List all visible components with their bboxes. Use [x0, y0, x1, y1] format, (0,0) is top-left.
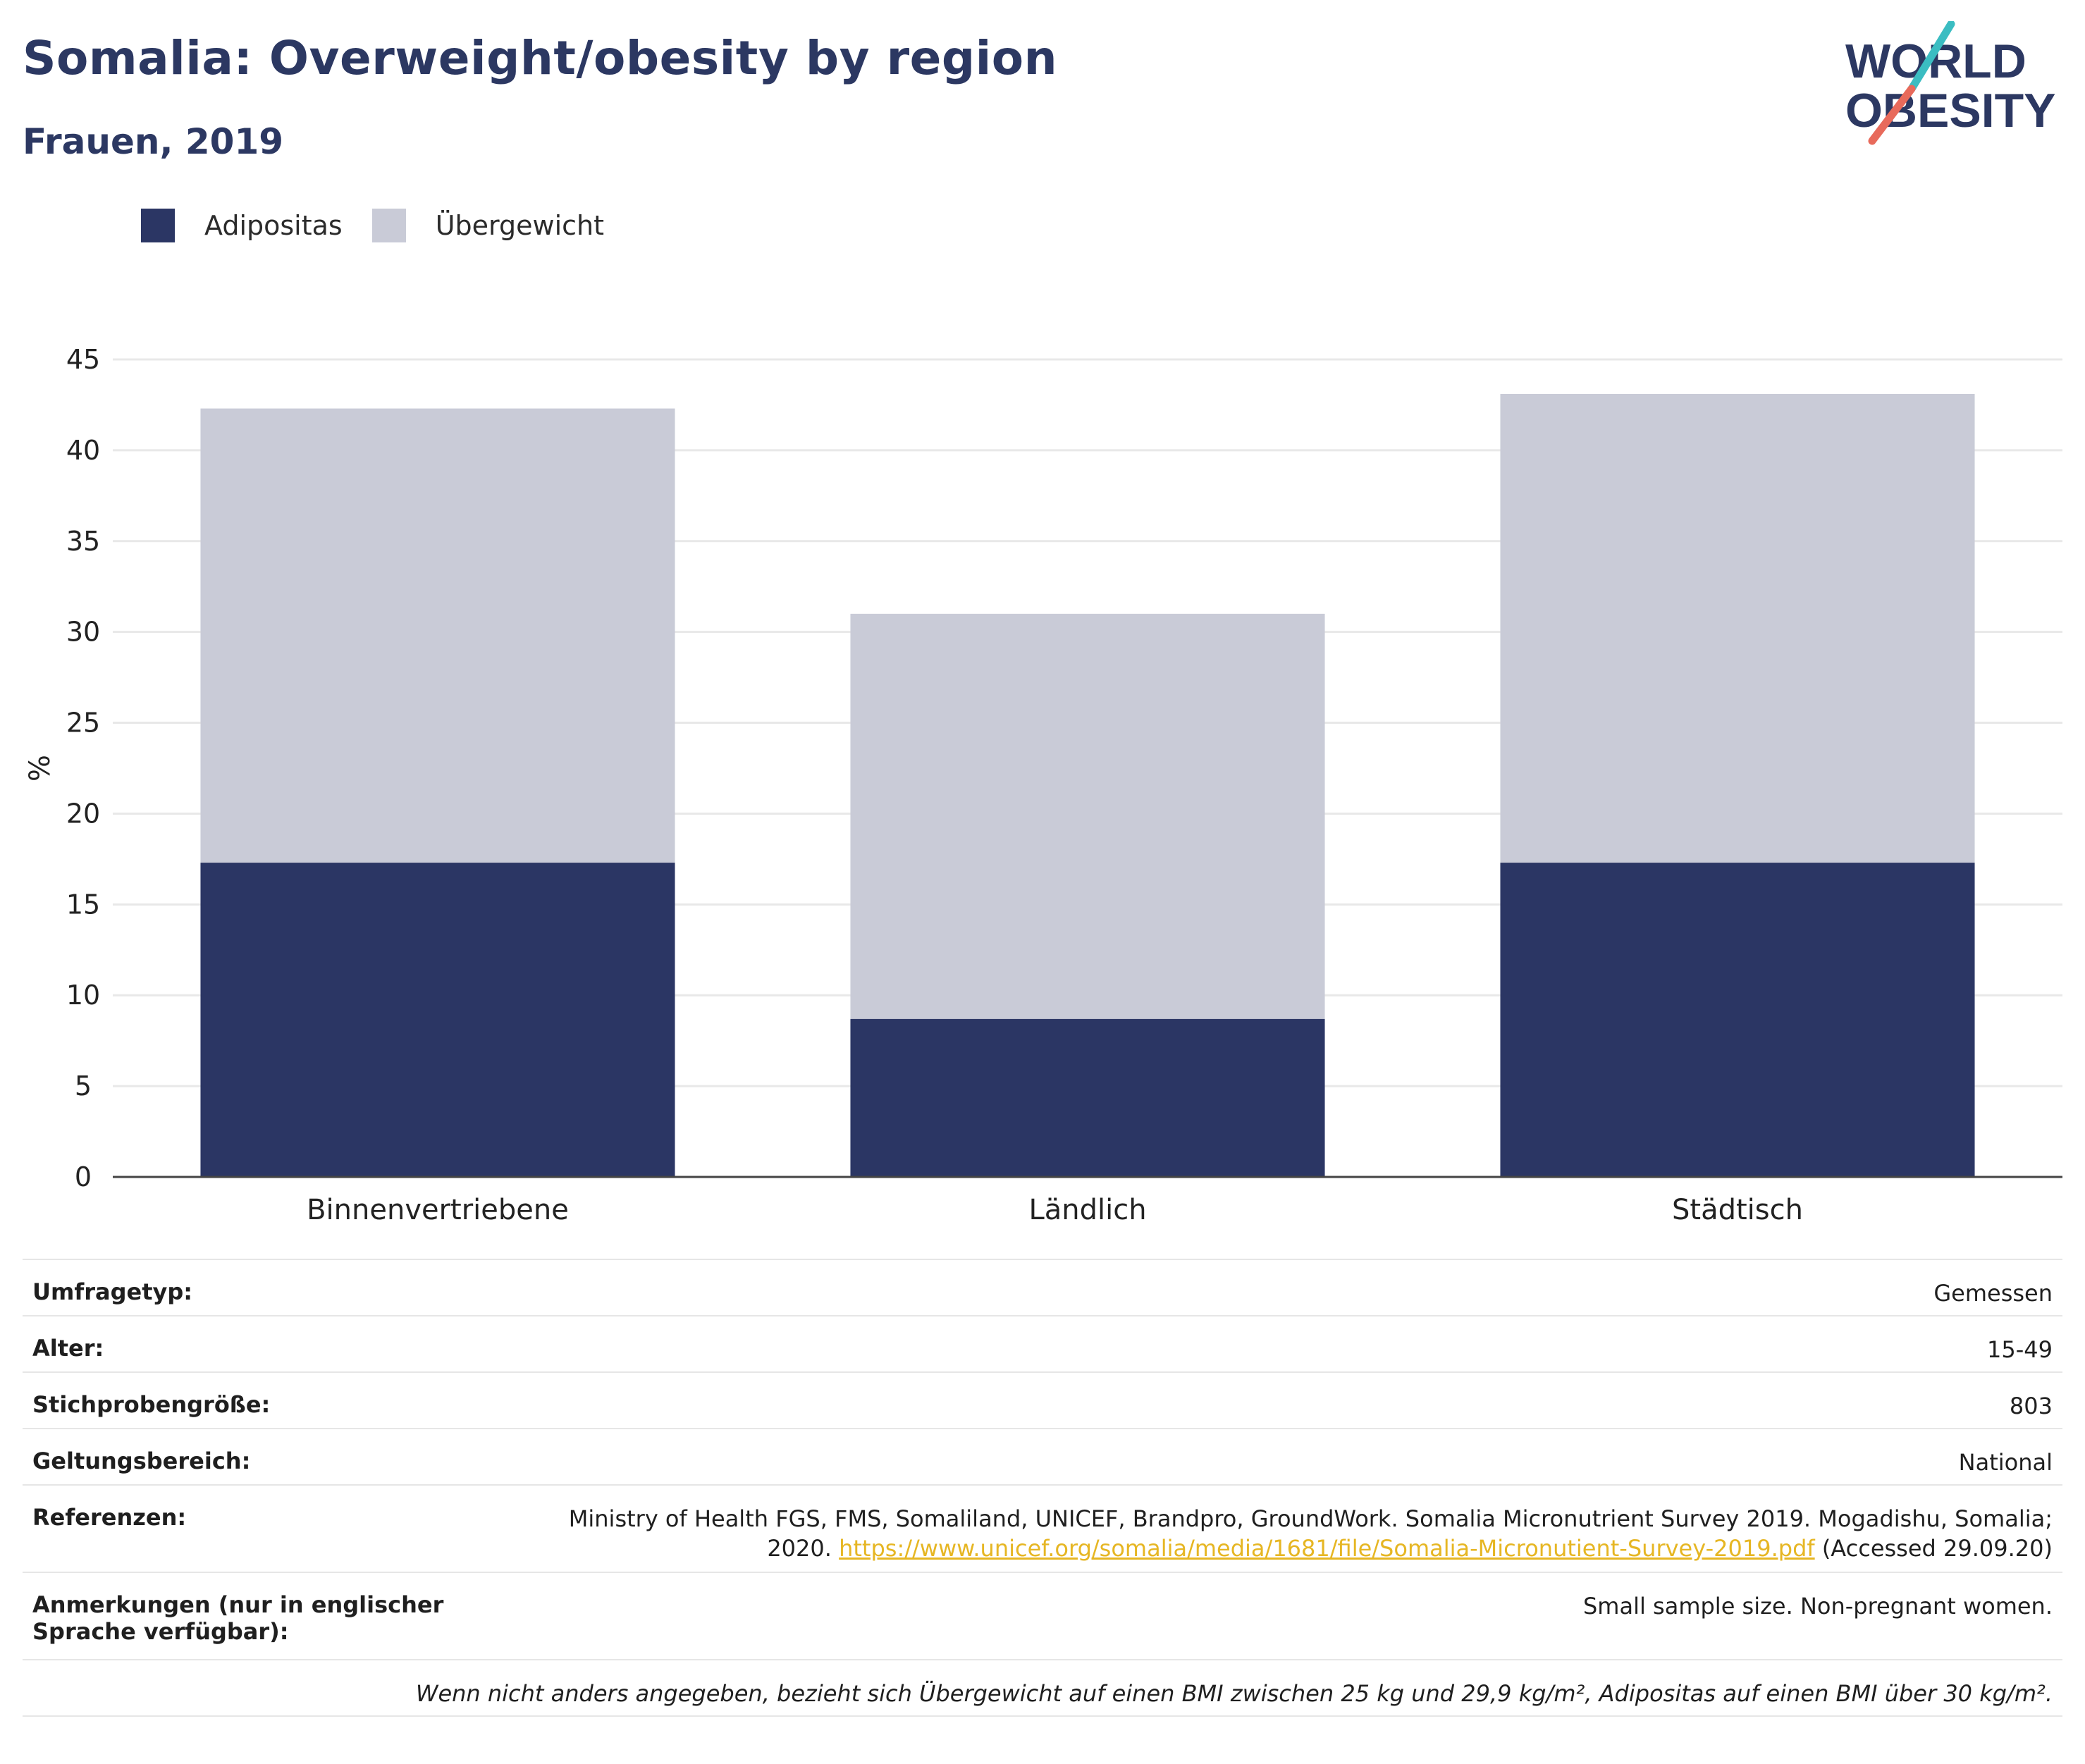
- y-tick-label: 10: [66, 980, 100, 1011]
- legend-item-overweight[interactable]: Übergewicht: [371, 209, 604, 242]
- y-tick-label: 35: [66, 526, 100, 557]
- meta-value: 15-49: [516, 1315, 2062, 1372]
- bar-adipositas: [200, 863, 675, 1177]
- meta-row: Geltungsbereich: National: [23, 1428, 2062, 1485]
- meta-label: Alter:: [23, 1315, 516, 1372]
- y-tick-label: 20: [66, 798, 100, 829]
- bar-uebergewicht: [200, 408, 675, 863]
- references-value: Ministry of Health FGS, FMS, Somaliland,…: [516, 1484, 2062, 1572]
- meta-row: Umfragetyp: Gemessen: [23, 1259, 2062, 1316]
- meta-row: Stichprobengröße: 803: [23, 1371, 2062, 1429]
- logo-slash-teal: [1907, 21, 1955, 93]
- references-label: Referenzen:: [23, 1484, 516, 1572]
- y-tick-label: 15: [66, 889, 100, 920]
- meta-row: Alter: 15-49: [23, 1315, 2062, 1372]
- footnote: Wenn nicht anders angegeben, bezieht sic…: [23, 1659, 2062, 1717]
- y-tick-label: 25: [66, 708, 100, 739]
- references-text: Ministry of Health FGS, FMS, Somaliland,…: [568, 1505, 2053, 1532]
- legend-swatch-obesity: [141, 209, 175, 242]
- references-row: Referenzen: Ministry of Health FGS, FMS,…: [23, 1484, 2062, 1572]
- footnote-row: Wenn nicht anders angegeben, bezieht sic…: [23, 1659, 2062, 1717]
- chart-subtitle: Frauen, 2019: [23, 121, 284, 162]
- legend-label: Übergewicht: [435, 210, 604, 241]
- meta-label: Geltungsbereich:: [23, 1428, 516, 1485]
- chart-title: Somalia: Overweight/obesity by region: [23, 31, 1058, 85]
- legend-item-obesity[interactable]: Adipositas: [141, 209, 343, 242]
- notes-label: Anmerkungen (nur in englischer Sprache v…: [23, 1572, 516, 1660]
- y-tick-label: 30: [66, 617, 100, 648]
- references-accessed: (Accessed 29.09.20): [1821, 1535, 2053, 1562]
- bar-uebergewicht: [1500, 393, 1975, 863]
- x-tick-label: Ländlich: [1028, 1194, 1146, 1226]
- bar-adipositas: [1500, 863, 1975, 1177]
- meta-value: Gemessen: [516, 1259, 2062, 1316]
- y-tick-label: 0: [75, 1161, 92, 1192]
- stacked-bar-chart: 0 5 10 15 20 25 30 35 40 45% Binnenvertriebene Länd…: [24, 344, 2062, 1226]
- legend-label: Adipositas: [204, 210, 343, 241]
- notes-value: Small sample size. Non-pregnant women.: [516, 1572, 2062, 1660]
- x-tick-label: Städtisch: [1672, 1194, 1803, 1226]
- metadata-table: Umfragetyp: Gemessen Alter: 15-49 Stichp…: [23, 1259, 2062, 1717]
- y-tick-label: 5: [75, 1071, 92, 1102]
- y-tick-label: 45: [66, 344, 100, 375]
- bar-adipositas: [850, 1018, 1325, 1177]
- notes-row: Anmerkungen (nur in englischer Sprache v…: [23, 1572, 2062, 1660]
- meta-value: 803: [516, 1371, 2062, 1429]
- references-year: 2020.: [767, 1535, 832, 1562]
- y-tick-label: 40: [66, 435, 100, 466]
- meta-label: Stichprobengröße:: [23, 1371, 516, 1429]
- references-link[interactable]: https://www.unicef.org/somalia/media/168…: [839, 1535, 1815, 1562]
- x-tick-label: Binnenvertriebene: [307, 1194, 569, 1226]
- world-obesity-logo: WORLD OBESITY: [1845, 21, 2056, 145]
- bar-uebergewicht: [850, 613, 1325, 1019]
- logo-slash-red: [1868, 85, 1916, 145]
- meta-label: Umfragetyp:: [23, 1259, 516, 1316]
- meta-value: National: [516, 1428, 2062, 1485]
- y-axis-label: %: [24, 755, 56, 782]
- legend: Adipositas Übergewicht: [141, 209, 634, 242]
- legend-swatch-overweight: [371, 209, 406, 242]
